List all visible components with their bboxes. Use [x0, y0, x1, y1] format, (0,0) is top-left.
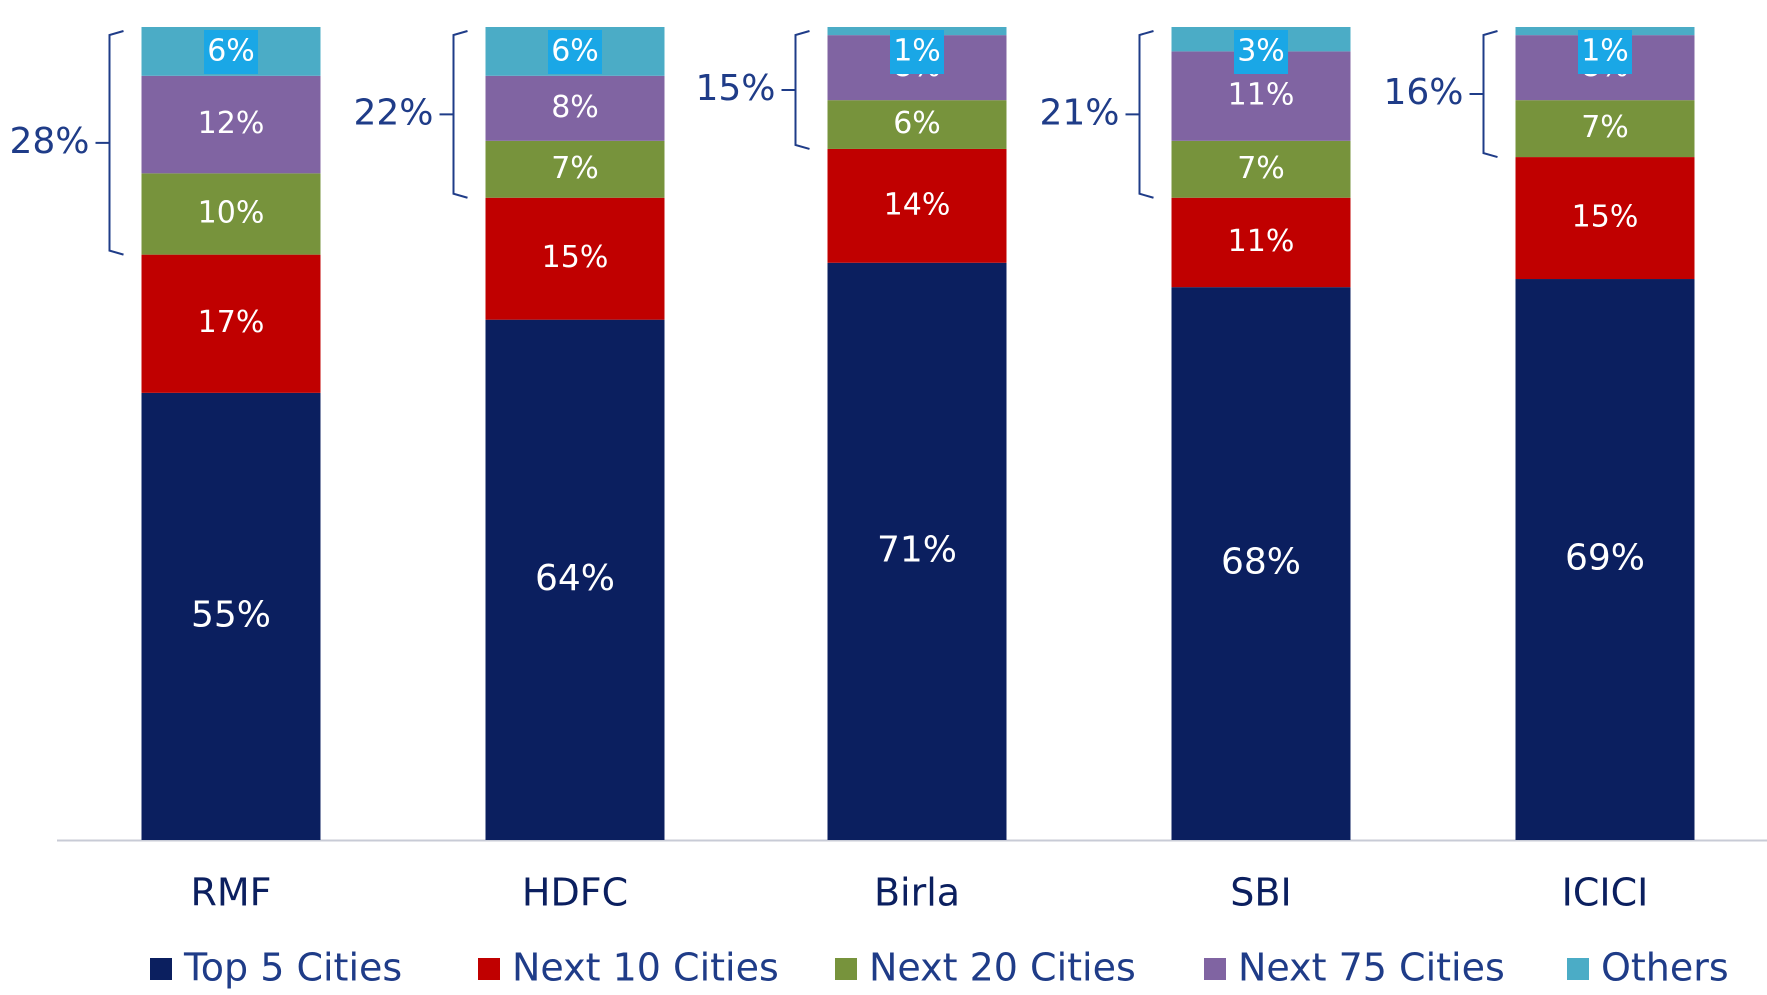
bar-segment	[1171, 197, 1351, 288]
bar-segment	[1515, 157, 1695, 280]
data-label: 14%	[884, 187, 951, 222]
data-label: 3%	[1237, 34, 1285, 69]
bar-segment	[485, 197, 665, 320]
data-label: 69%	[1565, 538, 1645, 579]
legend-label: Top 5 Cities	[183, 946, 402, 990]
x-tick-label: RMF	[190, 871, 271, 915]
group-label: 28%	[9, 121, 89, 162]
data-label: 11%	[1228, 224, 1295, 259]
bar-segment	[1515, 100, 1695, 158]
bar-segment	[1171, 287, 1351, 840]
bar-segment	[1171, 140, 1351, 198]
label-box	[204, 30, 258, 74]
data-label: 68%	[1221, 542, 1301, 583]
bar-segment	[827, 148, 1007, 263]
data-label: 1%	[893, 34, 941, 69]
data-label: 71%	[877, 529, 957, 570]
x-tick-label: ICICI	[1562, 871, 1649, 915]
bar-segment	[1515, 279, 1695, 840]
legend-label: Others	[1601, 946, 1729, 990]
label-box	[890, 30, 944, 74]
x-tick-label: Birla	[874, 871, 960, 915]
bracket	[1125, 30, 1154, 199]
legend-label: Next 75 Cities	[1238, 946, 1505, 990]
bar-segment	[141, 173, 321, 255]
bar-segment	[827, 100, 1007, 149]
bracket	[1469, 30, 1498, 159]
label-box	[1234, 30, 1288, 74]
x-tick-label: HDFC	[522, 871, 628, 915]
bar-segment	[827, 262, 1007, 840]
legend-swatch	[478, 958, 500, 980]
bracket	[781, 30, 810, 150]
data-label: 10%	[198, 195, 265, 230]
data-label: 6%	[551, 34, 599, 69]
data-label: 7%	[1581, 110, 1629, 145]
bracket	[95, 30, 124, 256]
data-label: 12%	[198, 106, 265, 141]
label-box	[1578, 30, 1632, 74]
bracket	[439, 30, 468, 199]
bar-segment	[485, 75, 665, 141]
group-label: 15%	[695, 68, 775, 109]
data-label: 15%	[542, 240, 609, 275]
group-label: 22%	[353, 92, 433, 133]
data-label: 7%	[1237, 151, 1285, 186]
group-label: 21%	[1039, 92, 1119, 133]
data-label: 8%	[551, 90, 599, 125]
legend-label: Next 20 Cities	[869, 946, 1136, 990]
legend-swatch	[835, 958, 857, 980]
legend-label: Next 10 Cities	[512, 946, 779, 990]
data-label: 15%	[1572, 200, 1639, 235]
data-label: 6%	[893, 106, 941, 141]
group-label: 16%	[1383, 72, 1463, 113]
bar-segment	[485, 140, 665, 198]
data-label: 11%	[1228, 78, 1295, 113]
bar-segment	[141, 392, 321, 840]
legend-swatch	[1204, 958, 1226, 980]
legend-swatch	[150, 958, 172, 980]
bar-segment	[141, 75, 321, 174]
label-box	[548, 30, 602, 74]
legend-swatch	[1567, 958, 1589, 980]
data-label: 1%	[1581, 34, 1629, 69]
bar-segment	[141, 254, 321, 393]
data-label: 17%	[198, 305, 265, 340]
data-label: 6%	[207, 34, 255, 69]
x-tick-label: SBI	[1230, 871, 1291, 915]
data-label: 7%	[551, 151, 599, 186]
data-label: 55%	[191, 594, 271, 635]
data-label: 64%	[535, 558, 615, 599]
bar-segment	[485, 319, 665, 840]
